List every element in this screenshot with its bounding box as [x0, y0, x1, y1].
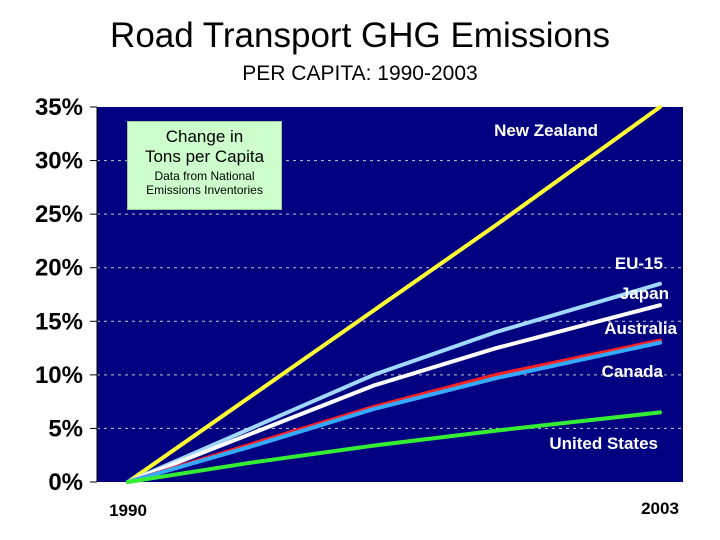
note-box: Change in Tons per Capita Data from Nati… [127, 121, 282, 210]
series-line-eu15 [126, 281, 662, 484]
series-line-united-states [126, 410, 662, 484]
chart-title: Road Transport GHG Emissions [110, 16, 610, 55]
series-label-new-zealand: New Zealand [494, 121, 598, 140]
series-lines [126, 105, 662, 484]
note-line-1: Change in [165, 127, 244, 146]
series-label-australia: Australia [604, 319, 677, 338]
y-tick-label: 35% [35, 94, 83, 121]
x-tick-label: 1990 [109, 501, 147, 520]
series-label-japan: Japan [620, 284, 669, 303]
y-tick-label: 5% [48, 415, 83, 442]
series-line-new-zealand [126, 105, 662, 484]
note-line-2: Tons per Capita [144, 147, 265, 166]
y-tick-label: 30% [35, 148, 83, 175]
chart-subtitle: PER CAPITA: 1990-2003 [242, 62, 478, 85]
series-line-canada [126, 340, 662, 484]
y-tick-label: 15% [35, 308, 83, 335]
series-line-japan [126, 303, 662, 484]
series-label-canada: Canada [602, 362, 664, 381]
series-label-eu15: EU-15 [615, 254, 663, 273]
note-line-3: Data from National [154, 169, 255, 183]
y-tick-label: 25% [35, 201, 83, 228]
series-labels: New Zealand EU-15 Japan Australia Canada Unit… [494, 121, 677, 453]
y-tick-label: 10% [35, 362, 83, 389]
x-axis-ticks: 1990 2003 [109, 499, 679, 520]
note-line-4: Emissions Inventories [146, 183, 263, 197]
y-tick-label: 20% [35, 255, 83, 282]
x-tick-label: 2003 [641, 499, 679, 518]
y-axis-ticks: 0% 5% 10% 15% 20% 25% 30% 35% [35, 94, 98, 496]
y-tick-label: 0% [48, 469, 83, 496]
series-label-united-states: United States [549, 434, 658, 453]
